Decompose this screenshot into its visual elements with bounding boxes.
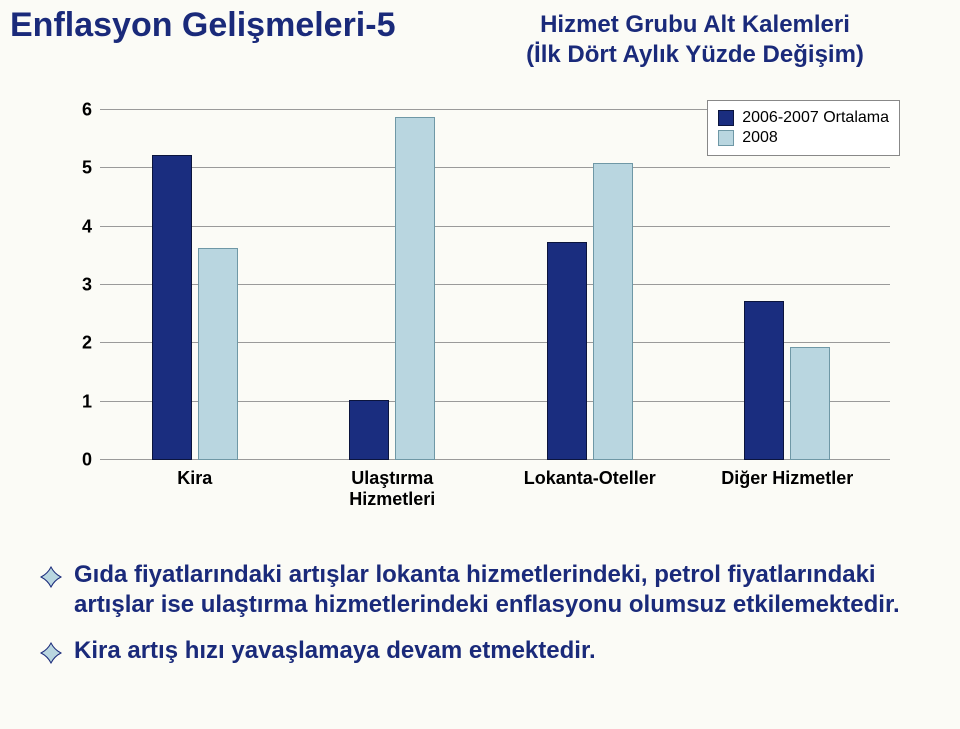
- chart-title: Hizmet Grubu Alt Kalemleri (İlk Dört Ayl…: [480, 10, 910, 70]
- y-tick-label: 1: [82, 391, 100, 412]
- bar: [790, 347, 830, 460]
- chart-title-line1: Hizmet Grubu Alt Kalemleri: [480, 10, 910, 40]
- chart-legend: 2006-2007 Ortalama 2008: [707, 100, 900, 156]
- x-tick-label-line1: Ulaştırma: [292, 468, 492, 489]
- chart-plot: 0123456KiraUlaştırmaHizmetleriLokanta-Ot…: [100, 110, 890, 460]
- x-tick-label-line1: Diğer Hizmetler: [687, 468, 887, 489]
- bar: [198, 248, 238, 460]
- bullet-item: Gıda fiyatlarındaki artışlar lokanta hiz…: [40, 560, 920, 620]
- x-tick-label: Kira: [95, 460, 295, 489]
- bar: [349, 400, 389, 460]
- bullet-list: Gıda fiyatlarındaki artışlar lokanta hiz…: [40, 560, 920, 682]
- slide: Enflasyon Gelişmeleri-5 Hizmet Grubu Alt…: [0, 0, 960, 729]
- bullet-item: Kira artış hızı yavaşlamaya devam etmekt…: [40, 636, 920, 666]
- chart-area: 0123456KiraUlaştırmaHizmetleriLokanta-Ot…: [70, 100, 900, 520]
- bullet-icon: [40, 642, 62, 664]
- bar-group: UlaştırmaHizmetleri: [349, 117, 435, 460]
- bar: [593, 163, 633, 460]
- bar: [152, 155, 192, 460]
- legend-label: 2008: [742, 129, 778, 147]
- legend-item: 2006-2007 Ortalama: [718, 109, 889, 127]
- bar-group: Lokanta-Oteller: [547, 163, 633, 460]
- bar-group: Kira: [152, 155, 238, 460]
- x-tick-label: Lokanta-Oteller: [490, 460, 690, 489]
- chart-title-line2: (İlk Dört Aylık Yüzde Değişim): [480, 40, 910, 70]
- y-tick-label: 2: [82, 333, 100, 354]
- bullet-text: Kira artış hızı yavaşlamaya devam etmekt…: [74, 636, 596, 666]
- legend-item: 2008: [718, 129, 889, 147]
- bullet-text: Gıda fiyatlarındaki artışlar lokanta hiz…: [74, 560, 920, 620]
- bullet-icon: [40, 566, 62, 588]
- x-tick-label: UlaştırmaHizmetleri: [292, 460, 492, 509]
- legend-swatch: [718, 130, 734, 146]
- bar: [547, 242, 587, 460]
- y-tick-label: 6: [82, 100, 100, 121]
- bar: [744, 301, 784, 461]
- bar-group: Diğer Hizmetler: [744, 301, 830, 461]
- bar: [395, 117, 435, 460]
- y-tick-label: 5: [82, 158, 100, 179]
- x-tick-label: Diğer Hizmetler: [687, 460, 887, 489]
- x-tick-label-line1: Lokanta-Oteller: [490, 468, 690, 489]
- page-title: Enflasyon Gelişmeleri-5: [10, 6, 396, 45]
- y-tick-label: 3: [82, 275, 100, 296]
- legend-label: 2006-2007 Ortalama: [742, 109, 889, 127]
- x-tick-label-line1: Kira: [95, 468, 295, 489]
- x-tick-label-line2: Hizmetleri: [292, 489, 492, 510]
- y-tick-label: 4: [82, 216, 100, 237]
- legend-swatch: [718, 110, 734, 126]
